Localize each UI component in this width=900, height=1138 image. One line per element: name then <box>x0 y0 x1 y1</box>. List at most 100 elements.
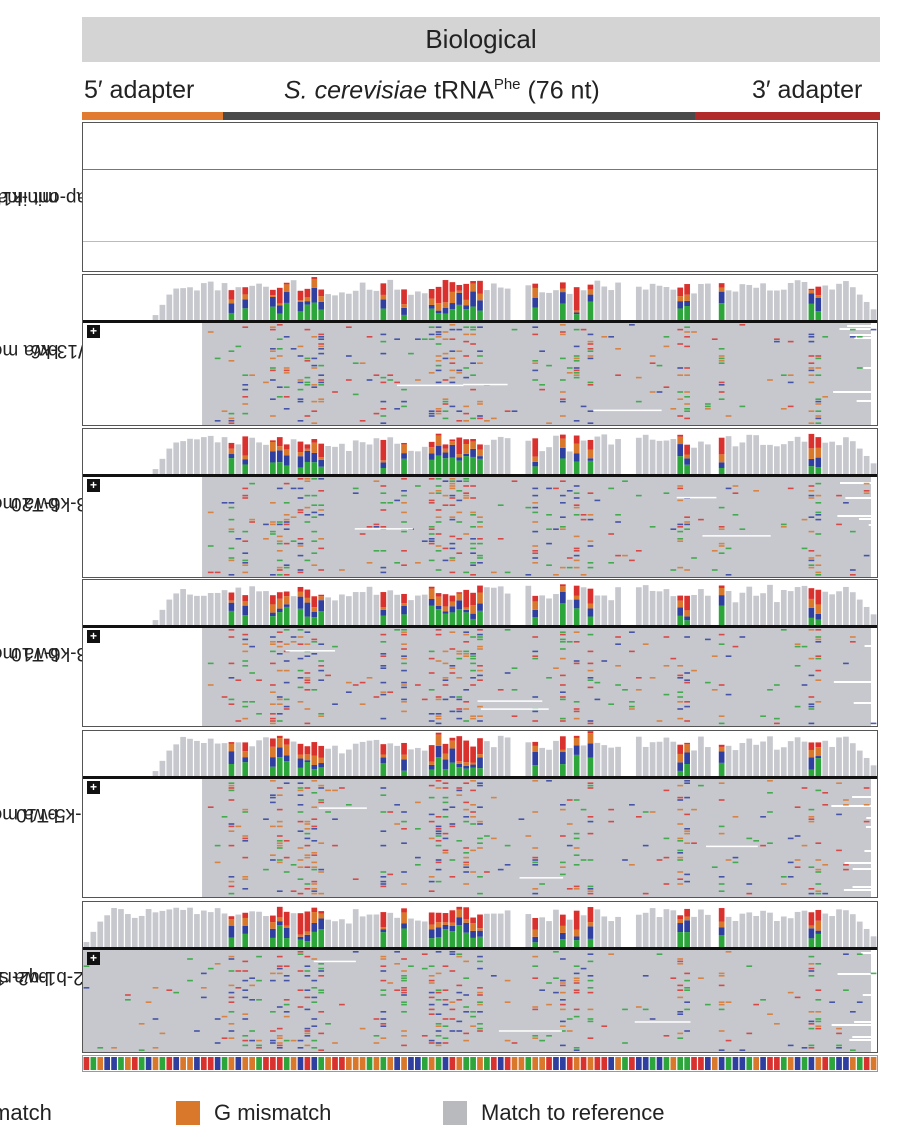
read-mismatch <box>304 866 311 868</box>
read-mismatch <box>560 633 566 636</box>
coverage-bar <box>780 916 787 947</box>
read-mismatch <box>276 842 283 844</box>
read-mismatch <box>470 677 476 679</box>
read-mismatch <box>276 1044 283 1047</box>
expand-icon[interactable]: + <box>87 325 100 338</box>
read-mismatch <box>394 951 400 953</box>
read-mismatch <box>401 400 407 403</box>
coverage-bar <box>249 586 255 625</box>
read-mismatch <box>649 355 656 357</box>
read-mismatch <box>463 340 470 343</box>
coverage-bar-segment <box>677 600 684 608</box>
read-mismatch <box>276 955 283 958</box>
read-deletion <box>318 807 367 809</box>
coverage-bar-segment <box>477 456 483 459</box>
read-mismatch <box>242 876 249 878</box>
coverage-panel <box>83 580 877 628</box>
legend-label: Match to reference <box>481 1100 665 1125</box>
coverage-bar <box>753 435 760 474</box>
read-mismatch <box>283 386 290 388</box>
read-mismatch <box>339 1003 345 1006</box>
read-mismatch <box>373 480 380 482</box>
coverage-bar-segment <box>677 915 684 920</box>
read-mismatch <box>525 574 532 576</box>
coverage-divider <box>83 169 877 170</box>
coverage-bar <box>366 740 373 776</box>
coverage-bar <box>753 744 760 776</box>
coverage-bar-segment <box>449 282 456 292</box>
ref-base <box>711 1057 718 1070</box>
read-mismatch <box>380 641 387 643</box>
coverage-bar-segment <box>449 925 456 932</box>
read-mismatch <box>332 645 338 648</box>
expand-icon[interactable]: + <box>87 479 100 492</box>
expand-icon[interactable]: + <box>87 952 100 965</box>
read-mismatch <box>380 1023 387 1025</box>
read-mismatch <box>249 521 255 523</box>
read-mismatch <box>318 478 325 480</box>
coverage-bar <box>256 442 262 474</box>
read-mismatch <box>242 374 249 376</box>
read-mismatch <box>242 705 249 708</box>
read-mismatch <box>456 480 463 482</box>
coverage-bar-segment <box>435 605 442 610</box>
coverage-bar <box>780 444 787 474</box>
coverage-bar-segment <box>380 283 387 295</box>
read-mismatch <box>228 528 235 530</box>
read-mismatch <box>587 890 594 892</box>
read-mismatch <box>808 374 815 376</box>
read-mismatch <box>780 526 787 528</box>
read-mismatch <box>442 494 449 497</box>
read-mismatch <box>463 655 470 657</box>
read-mismatch <box>684 636 690 638</box>
expand-icon[interactable]: + <box>87 630 100 643</box>
read-mismatch <box>270 801 276 804</box>
coverage-bar <box>767 290 773 320</box>
read-mismatch <box>304 856 311 859</box>
read-mismatch <box>560 982 566 984</box>
read-mismatch <box>166 989 173 991</box>
read-mismatch <box>276 641 283 643</box>
read-mismatch <box>332 789 338 792</box>
ref-base <box>194 1057 200 1070</box>
read-mismatch <box>228 789 235 792</box>
ref-base <box>815 1057 822 1070</box>
coverage-bar <box>387 279 394 320</box>
read-mismatch <box>470 526 476 528</box>
coverage-bar-segment <box>318 757 325 764</box>
read-mismatch <box>449 482 456 485</box>
read-mismatch <box>504 410 511 412</box>
coverage-bar <box>725 290 732 320</box>
read-mismatch <box>242 1018 249 1020</box>
read-mismatch <box>401 1011 407 1013</box>
read-mismatch <box>311 384 318 386</box>
read-mismatch <box>477 362 483 364</box>
read-mismatch <box>808 494 815 497</box>
read-mismatch <box>242 660 249 662</box>
coverage-bar-segment <box>587 603 594 609</box>
read-mismatch <box>587 888 594 890</box>
coverage-bar-segment <box>435 912 442 923</box>
read-mismatch <box>359 420 366 422</box>
read-mismatch <box>663 386 670 388</box>
coverage-bar-segment <box>560 282 566 289</box>
expand-icon[interactable]: + <box>87 781 100 794</box>
coverage-bar-segment <box>477 928 483 931</box>
read-mismatch <box>421 540 428 542</box>
read-mismatch <box>442 559 449 562</box>
read-mismatch <box>732 645 739 648</box>
ref-base <box>345 1057 352 1070</box>
read-mismatch <box>511 480 518 482</box>
read-mismatch <box>677 415 684 417</box>
read-mismatch <box>815 410 822 412</box>
read-mismatch <box>560 641 566 643</box>
coverage-bar <box>663 909 670 947</box>
read-mismatch <box>815 636 822 638</box>
coverage-bar-segment <box>318 289 325 297</box>
coverage-bar-segment <box>276 757 283 776</box>
read-mismatch <box>808 422 815 424</box>
coverage-bar-segment <box>311 596 318 608</box>
coverage-bar <box>794 280 801 320</box>
ref-base <box>560 1057 566 1070</box>
read-mismatch <box>684 391 690 393</box>
